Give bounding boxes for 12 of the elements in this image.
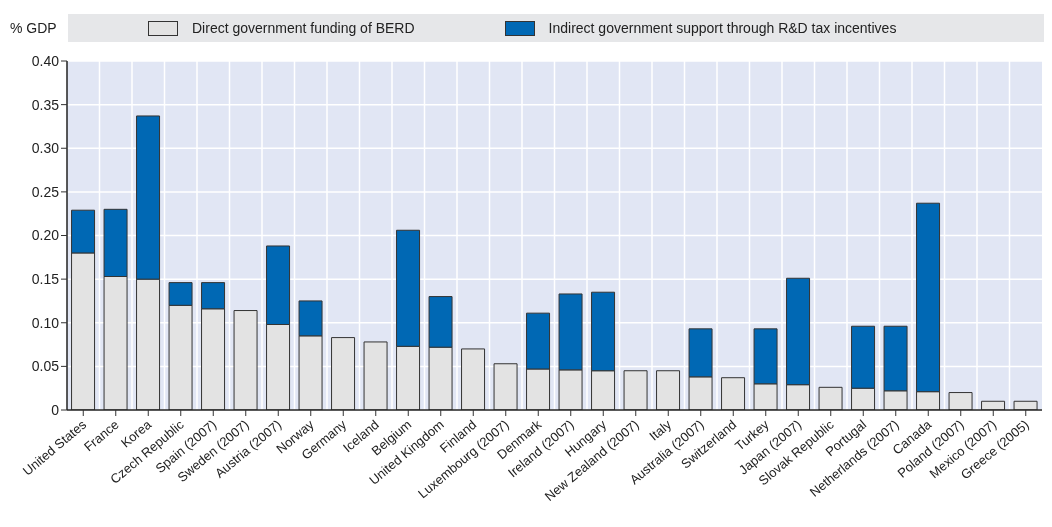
y-tick-label: 0.25 (31, 183, 60, 200)
y-tick-label: 0.35 (31, 96, 60, 113)
legend-label: Direct government funding of BERD (192, 20, 415, 36)
y-tick-label: 0.05 (31, 358, 60, 375)
y-tick-label: 0 (51, 401, 60, 418)
y-tick-label: 0.40 (31, 52, 60, 69)
y-tick-label: 0.10 (31, 314, 60, 331)
y-tick-label: 0.30 (31, 140, 60, 157)
y-tick-label: 0.15 (31, 271, 60, 288)
y-axis-title: % GDP (10, 20, 57, 36)
legend-label: Indirect government support through R&D tax incentives (548, 20, 897, 36)
y-tick-label: 0.20 (31, 227, 60, 244)
